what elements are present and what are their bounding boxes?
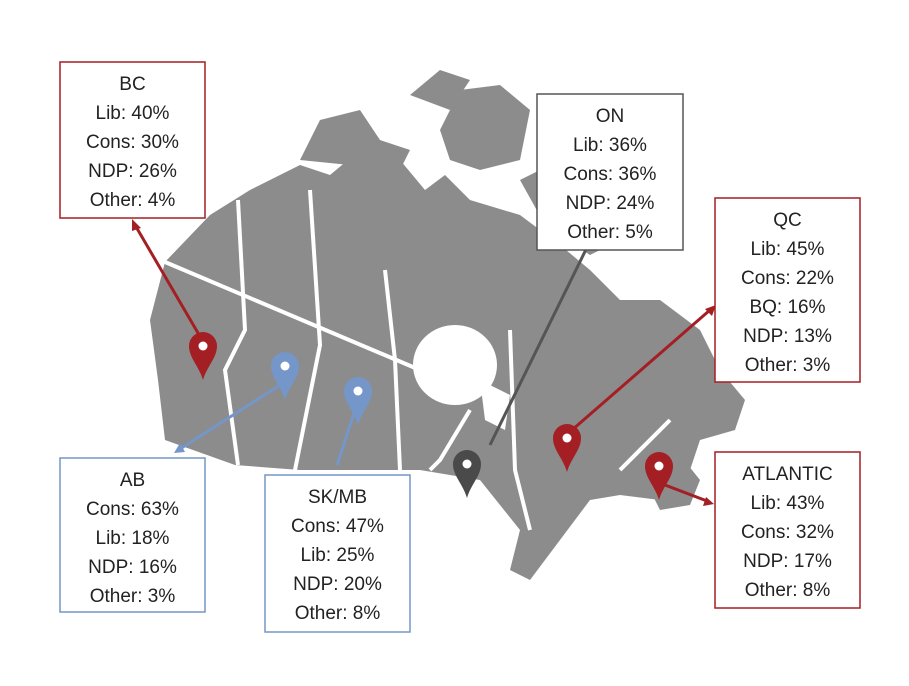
result-line: Lib: 18% [96,528,170,549]
region-name: ON [596,106,625,127]
result-line: Lib: 40% [96,103,170,124]
arrow [664,483,708,503]
pins [189,332,673,500]
region-box: AB Cons: 63% Lib: 18% NDP: 16% Other: 3% [59,457,206,613]
result-line: Cons: 36% [564,164,657,185]
arrow [335,409,357,466]
region-box: SK/MB Cons: 47% Lib: 25% NDP: 20% Other: 8% [264,474,411,633]
box-frame [714,197,861,383]
arrows [132,219,716,506]
pin [189,332,217,380]
pin-hole [654,461,664,471]
result-line: Lib: 45% [751,239,825,260]
pin [645,452,673,500]
region-boxes: BC Lib: 40% Cons: 30% NDP: 26% Other: 4% ON Li… [59,61,861,633]
region-name: ATLANTIC [742,464,832,485]
region-box: ATLANTIC Lib: 43% Cons: 32% NDP: 17% Other: … [714,451,861,609]
pin-hole [198,341,208,351]
result-line: NDP: 26% [88,161,177,182]
result-line: Lib: 43% [751,493,825,514]
arrow [133,224,207,346]
box-frame [714,451,861,609]
region-box: BC Lib: 40% Cons: 30% NDP: 26% Other: 4% [59,61,206,219]
result-line: Other: 8% [745,580,831,601]
pin [453,450,481,498]
arrow [488,224,600,446]
arrow [571,308,711,432]
result-line: Cons: 47% [291,516,384,537]
region-box: QC Lib: 45% Cons: 22% BQ: 16% NDP: 13% Other:… [714,197,861,383]
arrowhead [703,497,714,506]
result-line: Cons: 22% [741,268,834,289]
pin [344,377,372,425]
result-line: Other: 3% [90,586,176,607]
region-name: QC [773,210,802,231]
box-frame [264,474,411,633]
result-line: Cons: 63% [86,499,179,520]
region-name: BC [119,74,145,95]
result-line: Lib: 36% [573,135,647,156]
region-box: ON Lib: 36% Cons: 36% NDP: 24% Other: 5% [536,93,684,251]
arrowhead [132,219,141,231]
pin [271,352,299,400]
box-frame [59,457,206,613]
arrowhead [705,305,716,316]
result-line: NDP: 24% [566,193,655,214]
box-frame [536,93,684,251]
pin [553,424,581,472]
region-name: AB [120,470,145,491]
result-line: Cons: 32% [741,522,834,543]
pin-hole [280,361,290,371]
result-line: BQ: 16% [749,297,825,318]
result-line: Other: 3% [745,355,831,376]
pin-hole [562,433,572,443]
result-line: NDP: 17% [743,551,832,572]
result-line: Other: 5% [567,222,653,243]
result-line: Lib: 25% [301,545,375,566]
result-line: NDP: 13% [743,326,832,347]
result-line: Other: 4% [90,190,176,211]
arrow [179,383,281,451]
result-line: Other: 8% [295,603,381,624]
result-line: NDP: 16% [88,557,177,578]
pin-hole [462,459,472,469]
arrowhead [174,443,185,453]
pin-hole [353,386,363,396]
result-line: Cons: 30% [86,132,179,153]
region-name: SK/MB [308,487,367,508]
result-line: NDP: 20% [293,574,382,595]
box-frame [59,61,206,219]
